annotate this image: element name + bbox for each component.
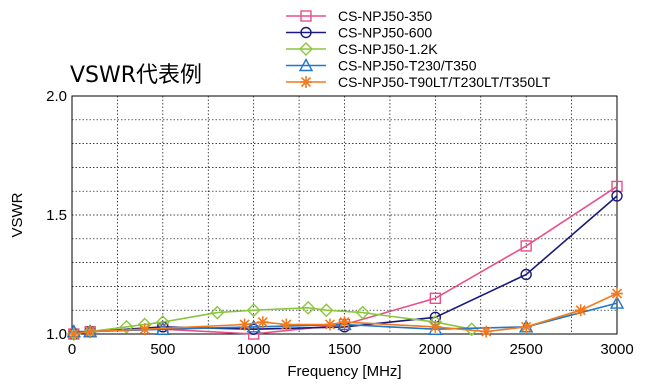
asterisk-stroke: [139, 324, 150, 335]
x-tick-label: 2500: [509, 341, 542, 358]
plot-frame: [71, 95, 618, 335]
data-point-asterisk: [611, 287, 623, 300]
legend-label: CS-NPJ50-350: [338, 8, 432, 24]
asterisk-stroke: [324, 319, 336, 330]
x-tick-label: 2000: [419, 341, 452, 358]
asterisk-stroke: [239, 319, 250, 330]
data-point-diamond: [319, 303, 334, 318]
legend-marker: [300, 76, 312, 88]
chart-title: VSWR代表例: [70, 63, 202, 88]
x-axis-label: Frequency [MHz]: [287, 363, 401, 380]
series-4: [66, 295, 625, 338]
data-point-triangle: [609, 295, 625, 309]
series-2: [68, 190, 623, 340]
data-point-asterisk: [280, 318, 293, 331]
data-point-asterisk: [429, 320, 442, 333]
x-tick-label: 500: [150, 341, 175, 358]
asterisk-stroke: [575, 305, 586, 316]
asterisk-stroke: [430, 321, 441, 332]
axis-ticks: 0 500 1000 1500 2000 2500 3000 1.0 1.5 2.0: [46, 88, 634, 358]
data-point-square: [520, 240, 532, 252]
asterisk-stroke: [68, 328, 79, 340]
legend-marker: [299, 42, 313, 56]
data-point-diamond: [246, 303, 261, 318]
data-point-diamond: [119, 319, 134, 334]
asterisk-stroke: [257, 317, 268, 328]
legend-marker: [298, 58, 314, 72]
legend-marker: [300, 10, 312, 22]
data-point-asterisk: [256, 316, 269, 329]
data-point-asterisk: [520, 320, 533, 333]
legend: CS-NPJ50-350CS-NPJ50-600CS-NPJ50-1.2KCS-…: [286, 8, 551, 90]
y-axis-label: VSWR: [9, 192, 26, 237]
data-point-asterisk: [238, 318, 251, 331]
data-point-asterisk: [480, 325, 493, 338]
legend-item: CS-NPJ50-T230/T350: [286, 58, 477, 74]
series-line: [73, 195, 618, 335]
asterisk-stroke: [85, 326, 96, 337]
data-point-circle: [520, 268, 532, 281]
series-layer: [66, 180, 625, 341]
data-point-diamond: [355, 305, 370, 320]
x-tick-label: 1000: [237, 341, 270, 358]
legend-marker: [300, 26, 312, 39]
asterisk-stroke: [281, 319, 292, 330]
legend-label: CS-NPJ50-T230/T350: [338, 58, 477, 74]
data-point-circle: [611, 190, 623, 202]
asterisk-stroke: [521, 321, 532, 332]
legend-label: CS-NPJ50-600: [338, 25, 432, 41]
asterisk-stroke: [300, 76, 312, 88]
data-point-square: [429, 292, 442, 304]
legend-item: CS-NPJ50-1.2K: [286, 41, 438, 57]
legend-label: CS-NPJ50-1.2K: [338, 41, 438, 57]
data-point-asterisk: [338, 316, 351, 329]
asterisk-stroke: [339, 317, 350, 328]
y-tick-label: 2.0: [46, 88, 67, 105]
legend-item: CS-NPJ50-350: [286, 8, 432, 24]
asterisk-stroke: [611, 288, 623, 299]
legend-item: CS-NPJ50-600: [286, 25, 432, 41]
legend-label: CS-NPJ50-T90LT/T230LT/T350LT: [338, 74, 551, 90]
data-point-diamond: [301, 300, 316, 315]
data-point-diamond: [210, 305, 225, 320]
data-point-asterisk: [67, 328, 80, 340]
asterisk-stroke: [481, 326, 492, 337]
legend-item: CS-NPJ50-T90LT/T230LT/T350LT: [286, 74, 551, 90]
data-point-asterisk: [323, 318, 336, 331]
data-point-asterisk: [574, 304, 587, 317]
x-tick-label: 1500: [328, 341, 361, 358]
x-tick-label: 0: [68, 341, 76, 358]
series-line: [73, 292, 618, 335]
series-5: [67, 287, 623, 340]
series-1: [68, 180, 623, 340]
data-point-triangle: [246, 319, 261, 333]
x-tick-label: 3000: [600, 341, 633, 358]
y-tick-label: 1.0: [46, 326, 67, 343]
data-point-asterisk: [84, 325, 97, 338]
data-point-diamond: [464, 322, 479, 337]
data-point-asterisk: [138, 323, 151, 336]
grid-lines: [72, 96, 617, 334]
y-tick-label: 1.5: [46, 207, 67, 224]
